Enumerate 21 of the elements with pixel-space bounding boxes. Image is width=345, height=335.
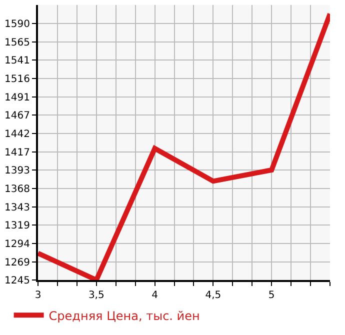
- y-tick-label: 1269: [4, 258, 30, 269]
- y-tick-label: 1516: [4, 74, 30, 86]
- y-tick-label: 1590: [4, 19, 30, 30]
- y-tick-label: 1393: [4, 166, 30, 176]
- y-tick-label: 1541: [4, 56, 30, 66]
- y-tick-label: 1565: [4, 38, 30, 49]
- y-tick-label: 1491: [4, 92, 30, 104]
- x-tick-label: 3,5: [88, 290, 104, 301]
- y-tick-label: 1467: [4, 110, 30, 122]
- y-tick-label: 1417: [4, 148, 30, 159]
- legend-label: Средняя Цена, тыс. йен: [48, 308, 200, 323]
- x-tick-label: 5: [268, 290, 275, 301]
- y-tick-label: 1294: [4, 239, 30, 250]
- y-tick-label: 1319: [4, 220, 30, 232]
- y-tick-label: 1442: [4, 129, 30, 140]
- y-tick-label: 1343: [4, 202, 30, 214]
- x-tick-label: 4: [152, 290, 158, 301]
- x-tick-label: 3: [34, 290, 42, 301]
- y-tick-label: 1368: [4, 184, 30, 196]
- x-tick-label: 4,5: [205, 290, 222, 301]
- y-tick-label: 1245: [4, 276, 30, 286]
